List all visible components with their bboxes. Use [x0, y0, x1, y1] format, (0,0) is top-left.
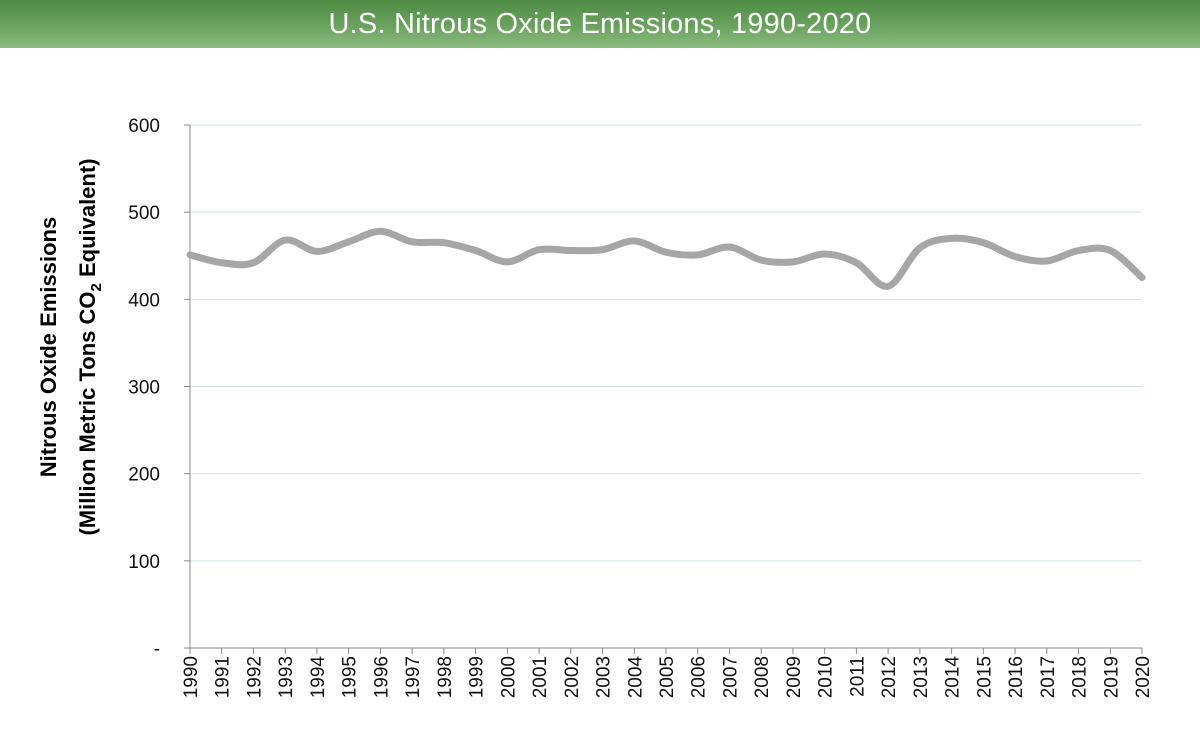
data-point — [759, 258, 764, 263]
x-tick-label: 2017 — [1038, 656, 1059, 698]
data-point — [632, 238, 637, 243]
y-axis-label-line2: (Million Metric Tons CO2 Equivalent) — [75, 158, 105, 535]
x-tick-label: 1991 — [213, 656, 234, 698]
data-point — [949, 236, 954, 241]
x-tick-label: 1995 — [340, 656, 361, 698]
data-point — [219, 260, 224, 265]
x-tick-label: 1994 — [308, 656, 329, 699]
y-tick-label: 100 — [128, 552, 160, 573]
data-point — [917, 245, 922, 250]
x-tick-label: 2003 — [594, 656, 615, 698]
x-tick-label: 2008 — [752, 656, 773, 698]
x-axis-ticks: 1990 1991 1992 1993 1994 1995 1996 1997 1998 1999… — [181, 648, 1154, 698]
y-axis-ticks: - 100 200 300 400 500 600 — [128, 116, 190, 660]
x-tick-label: 1990 — [181, 656, 202, 698]
data-point — [378, 229, 383, 234]
data-point — [188, 252, 192, 257]
data-point — [1044, 258, 1049, 263]
data-point — [537, 247, 542, 252]
data-point — [1013, 254, 1018, 259]
data-point — [441, 240, 446, 245]
data-point — [727, 245, 732, 250]
y-tick-label: 400 — [128, 290, 160, 311]
data-point — [1108, 248, 1113, 253]
x-tick-label: 1997 — [403, 656, 424, 698]
x-tick-label: 1993 — [276, 656, 297, 698]
x-tick-label: 1996 — [371, 656, 392, 698]
line-chart: - 100 200 300 400 500 600 1990 1991 1992 1993 1994… — [36, 116, 1154, 698]
x-tick-label: 2019 — [1101, 656, 1122, 698]
x-tick-label: 2015 — [974, 656, 995, 698]
y-tick-label: 300 — [128, 378, 160, 399]
data-point — [981, 240, 986, 245]
y-tick-label: 200 — [128, 465, 160, 486]
data-point — [600, 247, 605, 252]
x-tick-label: 2004 — [625, 656, 646, 699]
x-tick-label: 2009 — [784, 656, 805, 698]
x-tick-label: 2011 — [847, 656, 868, 697]
series-line — [186, 227, 1146, 290]
x-tick-label: 2012 — [879, 656, 900, 698]
x-tick-label: 1998 — [435, 656, 456, 698]
data-point — [1076, 248, 1081, 253]
data-point — [1140, 275, 1144, 280]
data-point — [505, 259, 510, 264]
x-tick-label: 2010 — [816, 656, 837, 698]
y-tick-label: 500 — [128, 203, 160, 224]
data-point — [251, 260, 256, 265]
x-tick-label: 2007 — [720, 656, 741, 698]
y-axis-label-line2-prefix: (Million Metric Tons CO — [75, 292, 100, 536]
data-point — [283, 238, 288, 243]
data-point — [346, 239, 351, 244]
data-point — [822, 252, 827, 257]
x-tick-label: 2016 — [1006, 656, 1027, 698]
data-point — [664, 250, 668, 255]
y-tick-label: 600 — [128, 116, 160, 137]
y-axis-label-line2-suffix: Equivalent) — [75, 158, 100, 283]
title-bar: U.S. Nitrous Oxide Emissions, 1990-2020 — [0, 0, 1200, 48]
x-tick-label: 2002 — [562, 656, 583, 698]
x-tick-label: 2018 — [1070, 656, 1091, 698]
data-point — [473, 248, 478, 253]
data-point — [695, 252, 700, 257]
x-tick-label: 2013 — [911, 656, 932, 698]
data-point — [410, 239, 415, 244]
data-point — [790, 259, 795, 264]
x-tick-label: 2000 — [498, 656, 519, 698]
x-tick-label: 2001 — [530, 656, 551, 698]
x-tick-label: 2005 — [657, 656, 678, 698]
x-tick-label: 2006 — [689, 656, 710, 698]
data-point — [854, 260, 859, 265]
x-tick-label: 2020 — [1133, 656, 1154, 698]
x-tick-label: 1999 — [467, 656, 488, 698]
data-points — [188, 229, 1144, 289]
y-axis-label-subscript: 2 — [88, 283, 105, 291]
data-point — [314, 249, 319, 254]
grid-lines — [190, 124, 1142, 562]
x-tick-label: 2014 — [943, 656, 964, 699]
data-point — [568, 248, 573, 253]
y-axis-label-line1: Nitrous Oxide Emissions — [36, 217, 61, 477]
x-tick-label: 1992 — [244, 656, 265, 698]
data-point — [886, 284, 891, 289]
chart-title: U.S. Nitrous Oxide Emissions, 1990-2020 — [328, 7, 872, 40]
y-tick-label: - — [154, 639, 160, 660]
